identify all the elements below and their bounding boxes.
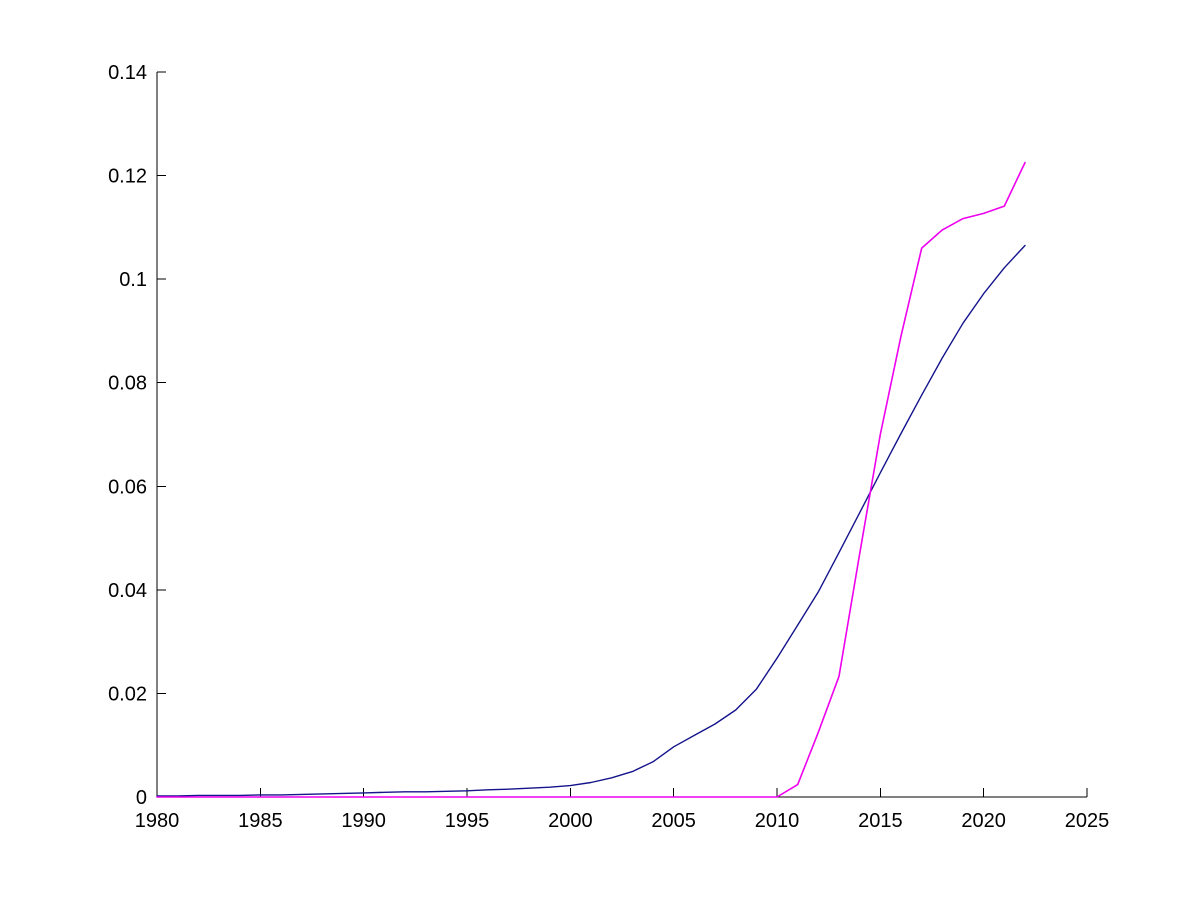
x-tick-label: 2010 [755,810,800,832]
x-tick-label: 1995 [445,810,490,832]
y-tick-label: 0.12 [108,166,147,188]
axis-lines [156,72,1087,798]
y-tick-label: 0.14 [108,62,147,84]
series-lines [156,161,1026,798]
x-tick-label: 1980 [135,810,180,832]
y-tick-label: 0.06 [108,476,147,498]
axes [156,71,1088,798]
x-tick-label: 2025 [1065,810,1110,832]
y-tick-label: 0 [136,787,147,809]
x-tick-label: 2020 [961,810,1006,832]
x-tick-label: 1985 [238,810,283,832]
x-tick-label: 1990 [341,810,386,832]
tick-labels: 0 0.02 0.04 0.06 0.08 0.1 0.12 0.14 1980 1985 1990… [108,62,1109,832]
x-tick-label: 2000 [548,810,593,832]
y-tick-label: 0.04 [108,580,147,602]
series-line-dark-blue-sigmoid-curve [156,244,1026,797]
y-tick-label: 0.02 [108,683,147,705]
y-tick-label: 0.08 [108,373,147,395]
series-line-magenta-step-curve [156,161,1026,798]
x-tick-label: 2015 [858,810,903,832]
y-tick-label: 0.1 [119,269,147,291]
x-tick-label: 2005 [651,810,696,832]
